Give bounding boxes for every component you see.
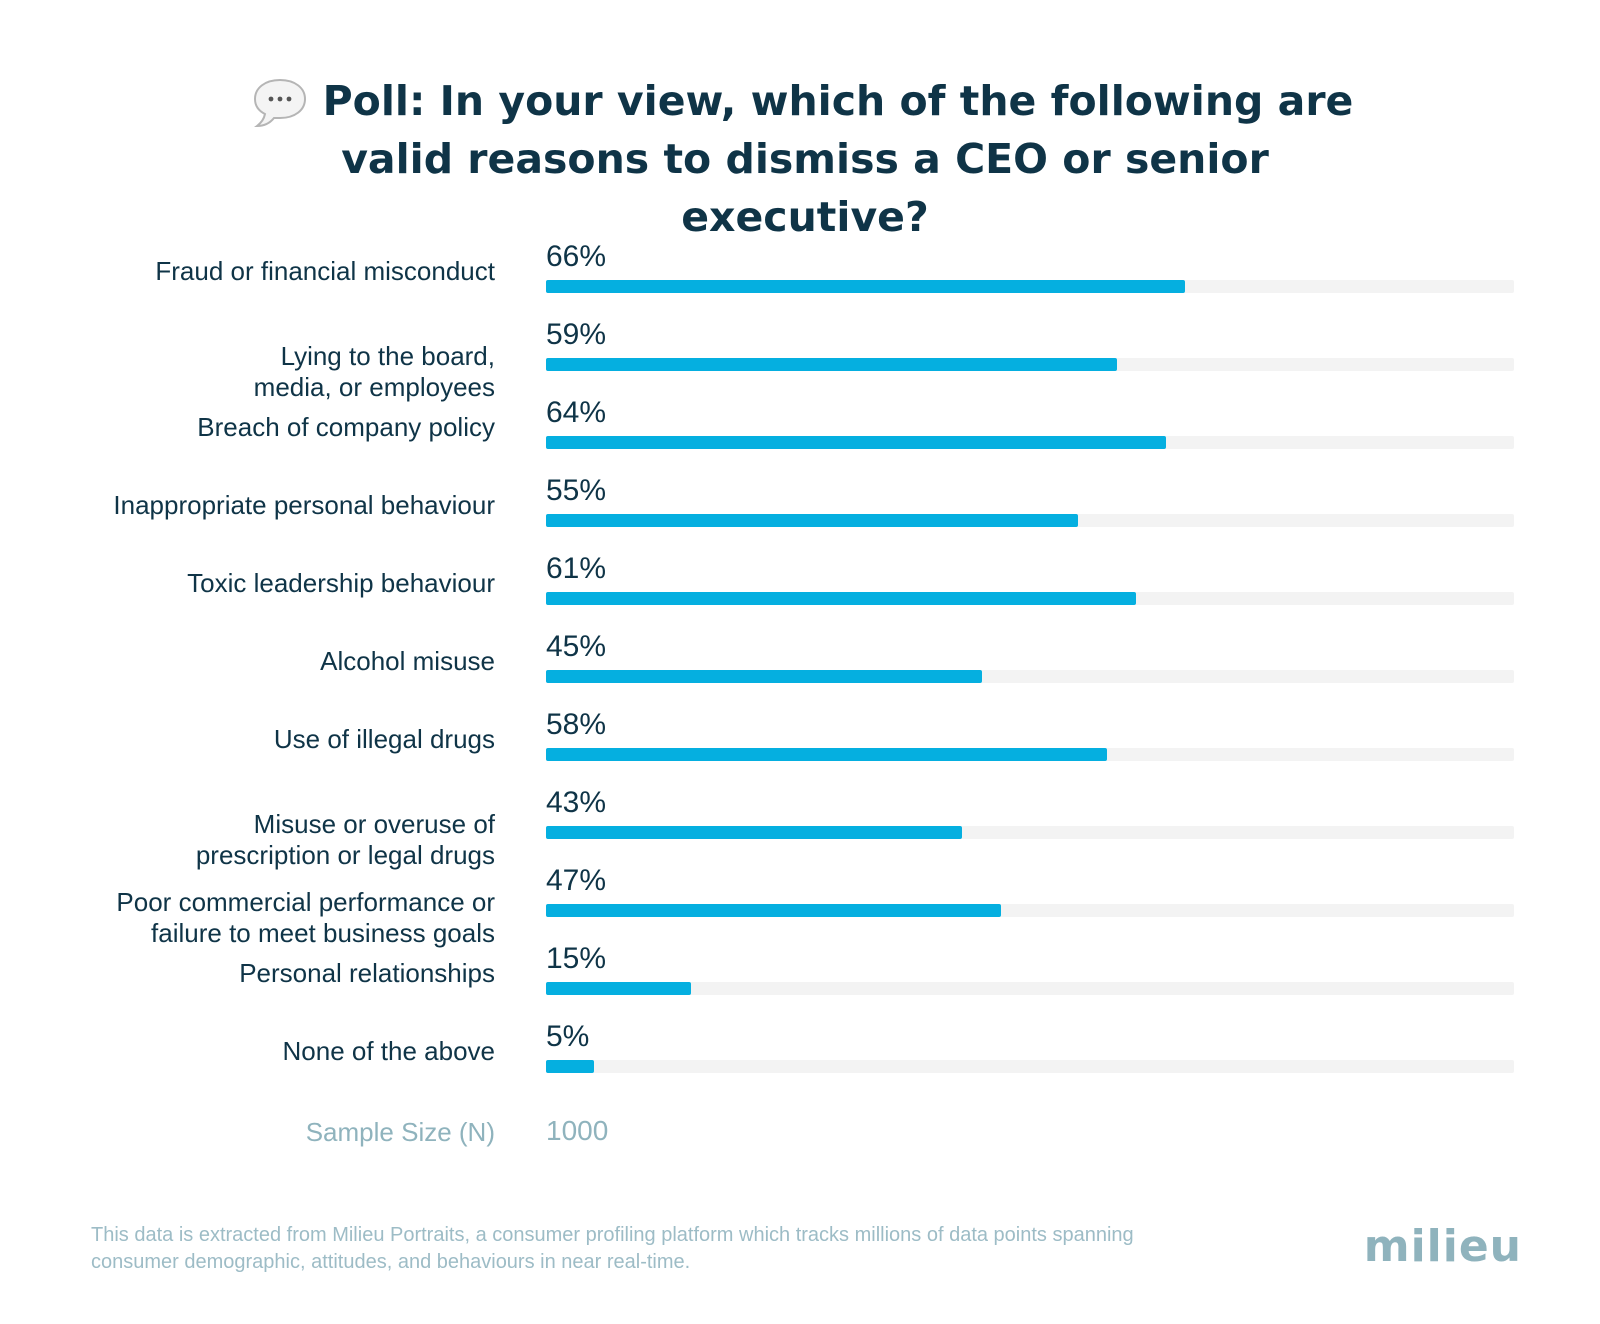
bar xyxy=(546,826,963,839)
category-label: Breach of company policy xyxy=(197,412,495,442)
bar-track xyxy=(546,1060,1514,1073)
value-label: 43% xyxy=(546,786,607,819)
bar xyxy=(546,514,1079,527)
category-label: Toxic leadership behaviour xyxy=(187,568,495,598)
bar-track xyxy=(546,748,1514,761)
bar xyxy=(546,748,1108,761)
sample-size-label: Sample Size (N) xyxy=(305,1117,495,1147)
bar xyxy=(546,982,692,995)
bar-track xyxy=(546,670,1514,683)
value-label: 47% xyxy=(546,864,607,897)
value-label: 58% xyxy=(546,708,607,741)
bar-track xyxy=(546,358,1514,371)
bar-track xyxy=(546,436,1514,449)
bar xyxy=(546,280,1185,293)
category-label: Alcohol misuse xyxy=(320,646,495,676)
speech-bubble-icon xyxy=(253,78,307,128)
category-label: None of the above xyxy=(282,1036,496,1066)
category-label: Personal relationships xyxy=(239,958,495,988)
bar-track xyxy=(546,904,1514,917)
bar-track xyxy=(546,826,1514,839)
bar-track xyxy=(546,514,1514,527)
milieu-logo: milieu xyxy=(1363,1221,1522,1272)
value-label: 61% xyxy=(546,552,607,585)
value-label: 15% xyxy=(546,942,607,975)
chart-title: Poll: In your view, which of the followi… xyxy=(322,77,1354,241)
bar-track xyxy=(546,280,1514,293)
bar-track xyxy=(546,592,1514,605)
bar xyxy=(546,592,1137,605)
bar xyxy=(546,1060,595,1073)
value-label: 5% xyxy=(546,1020,590,1053)
bar xyxy=(546,436,1166,449)
category-label: Inappropriate personal behaviour xyxy=(113,490,495,520)
bar xyxy=(546,904,1001,917)
sample-size-value: 1000 xyxy=(546,1115,609,1146)
footnote: This data is extracted from Milieu Portr… xyxy=(91,1224,1134,1273)
bar xyxy=(546,670,982,683)
category-label: Poor commercial performance or failure t… xyxy=(116,887,495,948)
category-label: Fraud or financial misconduct xyxy=(155,256,495,286)
value-label: 59% xyxy=(546,318,607,351)
category-label: Use of illegal drugs xyxy=(273,724,495,754)
value-label: 66% xyxy=(546,240,607,273)
category-label: Lying to the board, media, or employees xyxy=(253,341,495,402)
category-label: Misuse or overuse of prescription or leg… xyxy=(195,809,495,870)
bar xyxy=(546,358,1118,371)
bar-track xyxy=(546,982,1514,995)
value-label: 64% xyxy=(546,396,607,429)
value-label: 55% xyxy=(546,474,607,507)
value-label: 45% xyxy=(546,630,607,663)
